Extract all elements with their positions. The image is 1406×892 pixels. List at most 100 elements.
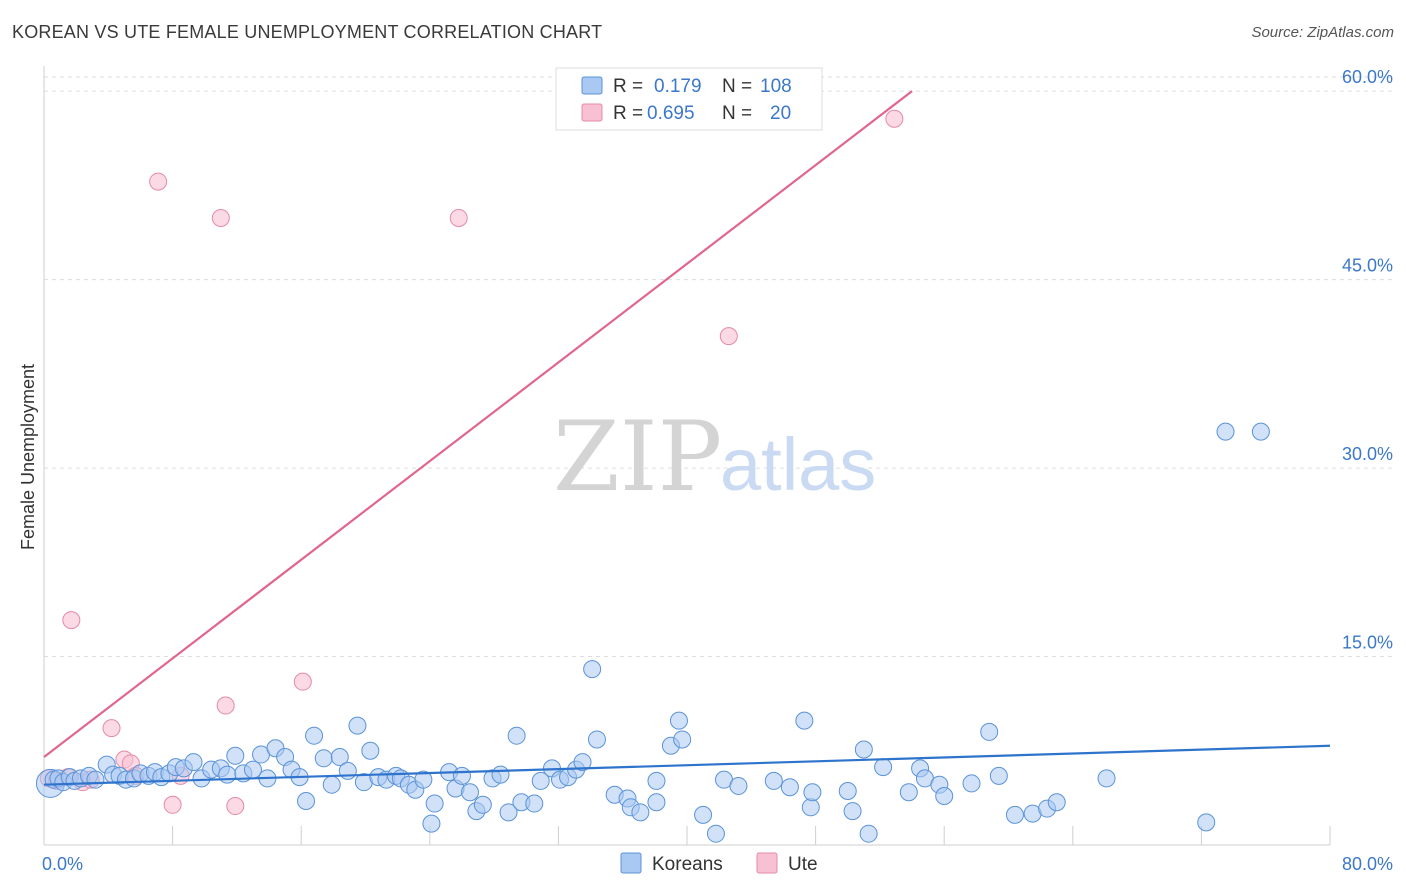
korean-point-58 — [473, 795, 492, 814]
ute-point-13 — [211, 209, 230, 228]
korean-point-70 — [573, 753, 592, 772]
korean-point-64 — [525, 794, 544, 813]
korean-point-86 — [764, 771, 783, 790]
korean-point-88 — [795, 711, 814, 730]
korean-point-108 — [1097, 769, 1116, 788]
korean-point-37 — [314, 749, 333, 768]
ute-point-10 — [149, 172, 168, 191]
korean-point-110 — [1216, 422, 1235, 441]
x-tick-label-1: 80.0% — [1342, 854, 1393, 874]
legend-label-ute: Ute — [788, 854, 818, 875]
ute-point-3 — [62, 611, 81, 630]
korean-point-43 — [361, 741, 380, 760]
ute-trend-line — [43, 90, 913, 758]
korean-point-82 — [694, 805, 713, 824]
korean-point-51 — [422, 814, 441, 833]
korean-point-100 — [935, 786, 954, 805]
tick-labels: 15.0% 30.0% 45.0% 60.0% 0.0% 80.0% — [42, 67, 1393, 874]
korean-point-107 — [1047, 793, 1066, 812]
korean-point-26 — [226, 746, 245, 765]
source-label: Source: ZipAtlas.com — [1251, 24, 1394, 41]
korean-point-40 — [338, 761, 357, 780]
ute-point-14 — [216, 696, 235, 715]
y-tick-label-2: 45.0% — [1342, 256, 1393, 276]
korean-point-92 — [843, 802, 862, 821]
korean-point-52 — [425, 794, 444, 813]
stats-legend: R = 0.179 N = 108 R = 0.695 N = 20 — [555, 67, 823, 131]
legend-swatch-koreans — [620, 852, 642, 874]
korean-point-83 — [706, 824, 725, 843]
korean-point-25 — [218, 765, 237, 784]
korean-point-78 — [647, 793, 666, 812]
legend-label-koreans: Koreans — [652, 854, 723, 875]
korean-point-55 — [452, 766, 471, 785]
trend-lines — [43, 90, 1331, 786]
korean-point-111 — [1251, 422, 1270, 441]
ute-point-19 — [885, 109, 904, 128]
korean-r-value: 0.179 — [654, 76, 702, 97]
korean-point-80 — [669, 711, 688, 730]
korean-point-93 — [854, 740, 873, 759]
y-axis-label: Female Unemployment — [18, 364, 38, 550]
watermark-zip: ZIP — [553, 401, 722, 513]
ute-point-18 — [719, 327, 738, 346]
korean-point-62 — [507, 726, 526, 745]
korean-point-103 — [989, 766, 1008, 785]
watermark-atlas: atlas — [720, 423, 876, 506]
korean-point-41 — [348, 716, 367, 735]
ute-n-value: 20 — [770, 103, 791, 124]
y-tick-label-1: 30.0% — [1342, 444, 1393, 464]
korean-point-85 — [729, 776, 748, 795]
korean-point-36 — [305, 726, 324, 745]
y-tick-label-0: 15.0% — [1342, 633, 1393, 653]
ute-n-label: N = — [722, 103, 752, 124]
korean-point-101 — [962, 774, 981, 793]
y-tick-label-3: 60.0% — [1342, 67, 1393, 87]
korean-point-21 — [184, 753, 203, 772]
korean-point-56 — [460, 783, 479, 802]
korean-points — [35, 422, 1270, 843]
korean-point-81 — [673, 730, 692, 749]
korean-point-109 — [1197, 813, 1216, 832]
series-legend: Koreans Ute — [620, 852, 818, 875]
korean-point-71 — [583, 660, 602, 679]
ute-r-label: R = — [613, 103, 643, 124]
korean-point-90 — [803, 783, 822, 802]
korean-point-96 — [899, 783, 918, 802]
ute-point-6 — [102, 719, 121, 738]
korean-point-38 — [322, 775, 341, 794]
korean-point-102 — [980, 722, 999, 741]
ute-r-value: 0.695 — [647, 103, 695, 124]
korean-point-91 — [838, 781, 857, 800]
watermark: ZIP atlas — [553, 401, 876, 513]
x-tick-label-0: 0.0% — [42, 854, 83, 874]
chart-title: KOREAN VS UTE FEMALE UNEMPLOYMENT CORREL… — [12, 22, 603, 42]
korean-point-60 — [491, 765, 510, 784]
korean-point-77 — [647, 771, 666, 790]
ute-stat-swatch — [581, 103, 603, 122]
ute-point-11 — [163, 795, 182, 814]
korean-point-104 — [1005, 805, 1024, 824]
korean-trend-line — [43, 744, 1331, 786]
korean-r-label: R = — [613, 76, 643, 97]
korean-stat-swatch — [581, 76, 603, 95]
legend-swatch-ute — [756, 852, 778, 874]
grid-lines — [44, 76, 1392, 658]
ute-point-16 — [293, 672, 312, 691]
korean-n-label: N = — [722, 76, 752, 97]
korean-point-35 — [297, 792, 316, 811]
ute-point-15 — [226, 797, 245, 816]
korean-point-8 — [86, 770, 105, 789]
korean-point-39 — [330, 748, 349, 767]
ute-point-17 — [449, 209, 468, 228]
korean-point-94 — [859, 824, 878, 843]
korean-point-72 — [587, 730, 606, 749]
korean-point-95 — [874, 758, 893, 777]
korean-point-76 — [631, 803, 650, 822]
korean-point-65 — [531, 771, 550, 790]
korean-point-89 — [801, 798, 820, 817]
korean-n-value: 108 — [760, 76, 792, 97]
korean-point-87 — [780, 778, 799, 797]
korean-point-50 — [414, 770, 433, 789]
